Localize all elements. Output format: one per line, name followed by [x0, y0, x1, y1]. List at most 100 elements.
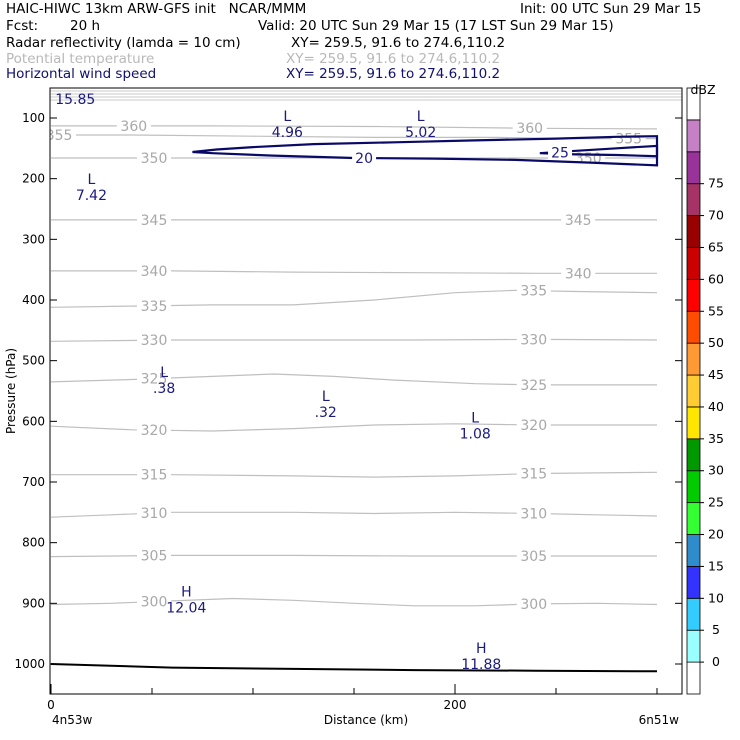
- theta-label-bg: [137, 466, 171, 482]
- colorbar-label: 10: [708, 590, 724, 605]
- colorbar-label: 40: [708, 399, 724, 414]
- theta-label-bg: [116, 117, 151, 133]
- x-end-location: 6n51w: [639, 713, 680, 727]
- theta-label-305: 305: [520, 549, 547, 565]
- colorbar-cell: [686, 502, 701, 535]
- colorbar-cell: [686, 438, 701, 472]
- y-tick-label: 900: [22, 596, 45, 610]
- colorbar-cell: [686, 629, 701, 663]
- x-axis-label: Distance (km): [324, 713, 408, 727]
- extreme-value: 11.88: [461, 657, 501, 673]
- theta-label-335: 335: [520, 284, 547, 300]
- plot-frame: [49, 87, 683, 695]
- theta-contour-310: [50, 511, 658, 518]
- field-wind-xy: XY= 259.5, 91.6 to 274.6,110.2: [286, 66, 501, 82]
- colorbar-label: 55: [708, 303, 724, 318]
- colorbar-cell: [686, 374, 701, 408]
- wind-label-20: 20: [355, 151, 373, 167]
- theta-label-300: 300: [520, 597, 547, 613]
- theta-label-bg: [137, 332, 171, 348]
- theta-label-330: 330: [141, 333, 168, 349]
- x-tick-label: 200: [444, 698, 467, 712]
- theta-label-bg: [137, 370, 171, 386]
- colorbar-cell: [686, 310, 701, 344]
- init-time: Init: 00 UTC Sun 29 Mar 15: [520, 1, 702, 17]
- colorbar-label: 50: [708, 335, 724, 350]
- theta-label-340: 340: [141, 264, 168, 280]
- y-axis-label: Pressure (hPa): [4, 348, 18, 434]
- plot-contents: 300 300 305 305 310 310 315 315 320 320 325 325 330 3…: [46, 88, 682, 673]
- theta-label-355: 355: [615, 132, 642, 148]
- colorbar-cell: [686, 661, 701, 695]
- high-marker: H: [181, 584, 192, 600]
- theta-label-bg: [137, 262, 171, 278]
- colorbar: 0 5 10 15 20 25 30 35 40 45 50 55 60 65 70 75: [686, 87, 724, 695]
- colorbar-cell: [686, 183, 701, 216]
- theta-label-bg: [516, 596, 551, 612]
- y-tick-label: 500: [22, 354, 45, 368]
- wind-label-bg: [352, 150, 377, 166]
- colorbar-label: 20: [708, 527, 724, 542]
- x-start-location: 4n53w: [52, 713, 93, 727]
- colorbar-cell: [686, 534, 701, 567]
- colorbar-label: 30: [708, 463, 724, 478]
- theta-label-345: 345: [141, 213, 168, 229]
- theta-label-310: 310: [141, 506, 168, 522]
- field-wind-name: Horizontal wind speed: [6, 66, 157, 82]
- extreme-value: 12.04: [166, 600, 206, 616]
- forecast-label: Fcst:: [6, 18, 39, 34]
- low-marker: L: [160, 365, 168, 381]
- field-theta-xy: XY= 259.5, 91.6 to 274.6,110.2: [286, 51, 501, 67]
- theta-label-360: 360: [120, 119, 147, 135]
- theta-label-310: 310: [520, 506, 547, 522]
- colorbar-label: 70: [708, 208, 724, 223]
- theta-label-bg: [137, 547, 171, 563]
- extreme-value: 5.02: [405, 125, 436, 141]
- theta-label-bg: [137, 297, 171, 313]
- field-theta-name: Potential temperature: [6, 51, 155, 67]
- high-marker: H: [476, 641, 487, 657]
- extreme-value: .38: [153, 381, 175, 397]
- theta-label-bg: [512, 120, 547, 136]
- theta-label-bg: [516, 331, 551, 347]
- colorbar-cell: [686, 215, 701, 248]
- wind-contour-25: [539, 144, 659, 158]
- theta-label-315: 315: [520, 467, 547, 483]
- colorbar-title: dBZ: [690, 82, 715, 97]
- theta-label-bg: [611, 130, 646, 146]
- theta-label-360: 360: [516, 121, 543, 137]
- theta-label-355: 355: [46, 128, 73, 144]
- extreme-value: 1.08: [460, 426, 491, 442]
- colorbar-label: 0: [712, 654, 720, 669]
- theta-label-bg: [516, 505, 551, 521]
- colorbar-cell: [686, 87, 701, 121]
- colorbar-cell: [686, 566, 701, 599]
- y-tick-label: 100: [22, 111, 45, 125]
- colorbar-label: 65: [708, 239, 724, 254]
- theta-label-350: 350: [141, 151, 168, 167]
- colorbar-cell: [686, 151, 701, 185]
- field-reflectivity-name: Radar reflectivity (lamda = 10 cm): [6, 35, 241, 51]
- theta-label-300: 300: [141, 595, 168, 611]
- y-tick-label: 700: [22, 475, 45, 489]
- theta-label-320: 320: [141, 423, 168, 439]
- ground-line: [50, 663, 658, 673]
- extreme-value: 7.42: [76, 188, 107, 204]
- colorbar-cell: [686, 342, 701, 376]
- theta-label-305: 305: [141, 549, 168, 565]
- theta-label-bg: [561, 265, 596, 281]
- colorbar-cell: [686, 597, 701, 631]
- wind-contour-20: [192, 135, 659, 167]
- theta-label-335: 335: [141, 299, 168, 315]
- colorbar-cell: [686, 247, 701, 280]
- colorbar-label: 35: [708, 431, 724, 446]
- colorbar-label: 75: [708, 176, 724, 191]
- theta-label-bg: [561, 211, 596, 227]
- theta-label-bg: [516, 282, 551, 298]
- theta-label-bg: [516, 416, 551, 432]
- colorbar-label: 60: [708, 271, 724, 286]
- theta-label-bg: [516, 465, 551, 481]
- wind-label-bg: [548, 144, 573, 160]
- theta-label-325: 325: [141, 372, 168, 388]
- colorbar-label: 25: [708, 495, 724, 510]
